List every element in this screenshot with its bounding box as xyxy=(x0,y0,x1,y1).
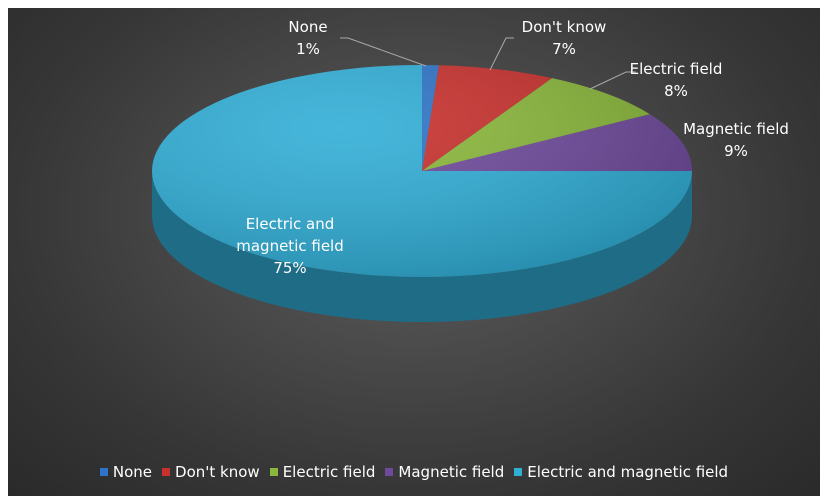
pie-sides xyxy=(152,171,692,322)
legend: None Don't know Electric field Magnetic … xyxy=(8,463,820,481)
slice-label-none: None 1% xyxy=(288,18,327,58)
slice-label-dont-know: Don't know 7% xyxy=(522,18,607,58)
legend-swatch xyxy=(514,468,523,476)
legend-item-dont-know: Don't know xyxy=(162,463,260,481)
legend-item-magnetic-field: Magnetic field xyxy=(385,463,504,481)
leader-line-electric-field xyxy=(589,71,636,90)
chart-area: None 1% Don't know 7% Electric field 8% Magnet… xyxy=(8,8,820,496)
pie-top-shading xyxy=(152,65,692,277)
slice-labels: None 1% Don't know 7% Electric field 8% Magnet… xyxy=(236,18,789,277)
legend-item-none: None xyxy=(99,463,153,481)
slice-label-electric-field: Electric field 8% xyxy=(630,60,723,100)
leader-lines xyxy=(340,37,636,90)
slice-label-electric-and-magnetic-field: Electric and magnetic field 75% xyxy=(236,215,344,277)
leader-line-dont-know xyxy=(489,37,514,71)
pie-side-electric-and-magnetic-field xyxy=(152,171,692,322)
legend-item-electric-field: Electric field xyxy=(269,463,376,481)
legend-label: Electric field xyxy=(282,463,376,481)
legend-label: None xyxy=(112,463,153,481)
legend-label: Electric and magnetic field xyxy=(527,463,729,481)
legend-label: Magnetic field xyxy=(398,463,505,481)
legend-swatch xyxy=(385,468,394,476)
legend-label: Don't know xyxy=(175,463,260,481)
pie-shading xyxy=(152,65,692,277)
slice-label-magnetic-field: Magnetic field 9% xyxy=(683,120,789,160)
legend-swatch xyxy=(99,468,108,476)
pie-chart: None 1% Don't know 7% Electric field 8% Magnet… xyxy=(152,18,789,322)
leader-line-none xyxy=(340,37,427,67)
legend-item-electric-and-magnetic-field: Electric and magnetic field xyxy=(514,463,728,481)
legend-swatch xyxy=(269,468,278,476)
legend-swatch xyxy=(162,468,171,476)
